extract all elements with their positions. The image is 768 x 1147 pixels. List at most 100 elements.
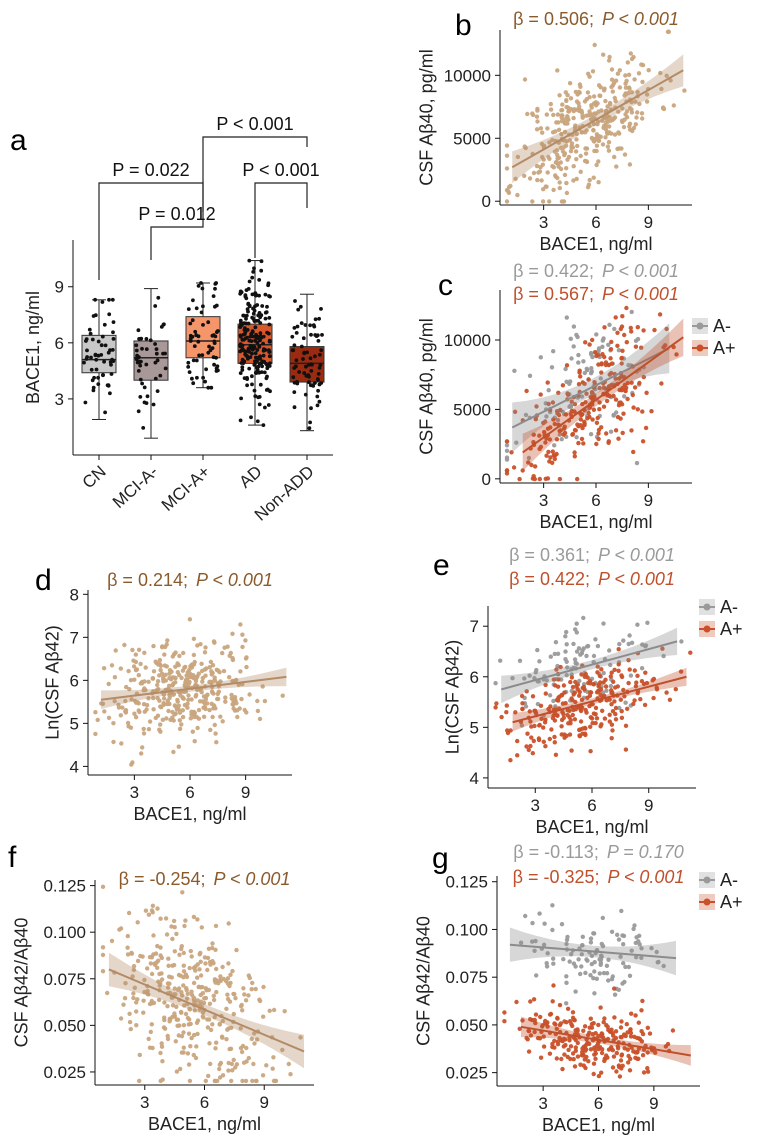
data-point <box>610 89 615 94</box>
data-point <box>93 731 98 737</box>
data-point <box>626 1060 631 1065</box>
data-point <box>286 1061 291 1067</box>
data-point <box>571 1017 577 1023</box>
data-point <box>517 658 523 663</box>
data-point <box>143 908 149 913</box>
data-point <box>564 941 569 947</box>
data-point <box>181 650 186 656</box>
data-point <box>551 713 556 718</box>
data-point <box>238 289 243 294</box>
data-point <box>523 145 528 151</box>
y-tick-label: 0.075 <box>43 970 86 989</box>
data-point <box>203 995 209 1001</box>
data-point <box>189 697 194 702</box>
legend-marker <box>696 344 704 352</box>
data-point <box>212 640 217 645</box>
data-point <box>616 348 622 353</box>
data-point <box>640 79 645 85</box>
data-point <box>578 1062 583 1067</box>
data-point <box>639 111 645 116</box>
data-point <box>249 1036 254 1042</box>
data-point <box>243 293 248 298</box>
data-point <box>163 672 168 677</box>
data-point <box>158 704 163 709</box>
data-point <box>133 715 139 720</box>
data-point <box>148 1029 153 1035</box>
data-point <box>590 337 595 343</box>
data-point <box>640 439 646 444</box>
data-point <box>603 684 609 689</box>
data-point <box>173 664 178 669</box>
data-point <box>632 77 637 82</box>
data-point <box>128 678 134 683</box>
data-point <box>688 650 693 655</box>
data-point <box>628 1034 634 1039</box>
data-point <box>640 409 645 414</box>
data-point <box>612 1015 617 1020</box>
data-point <box>257 370 261 375</box>
data-point <box>206 946 212 951</box>
data-point <box>135 360 140 365</box>
data-point <box>596 159 601 164</box>
data-point <box>310 362 314 367</box>
data-point <box>261 353 266 358</box>
data-point <box>610 690 615 695</box>
data-point <box>609 670 614 675</box>
data-point <box>198 959 203 964</box>
data-point <box>247 304 252 309</box>
data-point <box>262 370 267 375</box>
data-point <box>595 664 600 669</box>
data-point <box>612 699 617 704</box>
data-point <box>580 943 585 948</box>
data-point <box>571 115 576 121</box>
data-point <box>185 683 190 689</box>
data-point <box>209 701 214 706</box>
x-axis-label: BACE1, ng/ml <box>539 512 652 532</box>
data-point <box>213 286 217 291</box>
data-point <box>292 405 297 410</box>
data-point <box>579 697 585 702</box>
y-tick-label: 3 <box>55 390 64 409</box>
data-point <box>176 744 181 749</box>
beta-value: β = 0.422; <box>509 569 590 589</box>
data-point <box>578 417 583 422</box>
data-point <box>609 1046 614 1051</box>
data-point <box>136 328 141 333</box>
p-value-label: P < 0.001 <box>242 160 319 180</box>
data-point <box>292 343 297 348</box>
data-point <box>95 717 100 723</box>
data-point <box>186 1022 191 1027</box>
data-point <box>602 693 607 698</box>
data-point <box>252 388 257 393</box>
data-point <box>136 708 141 713</box>
data-point <box>176 972 182 978</box>
data-point <box>196 707 202 713</box>
data-point <box>625 396 630 402</box>
data-point <box>191 298 195 303</box>
data-point <box>527 373 533 378</box>
data-point <box>206 1073 211 1079</box>
data-point <box>623 85 629 90</box>
x-tick-label: 6 <box>185 783 194 802</box>
data-point <box>134 1000 139 1005</box>
data-point <box>192 659 197 665</box>
data-point <box>579 130 585 135</box>
data-point <box>632 385 638 390</box>
data-point <box>250 374 254 379</box>
data-point <box>530 751 535 756</box>
x-axis-label: BACE1, ng/ml <box>133 804 246 824</box>
data-point <box>601 52 606 57</box>
data-point <box>158 1050 163 1056</box>
data-point <box>131 964 137 969</box>
data-point <box>123 710 129 715</box>
data-point <box>254 293 259 298</box>
data-point <box>186 1062 192 1067</box>
data-point <box>582 1057 587 1062</box>
data-point <box>159 671 165 676</box>
data-point <box>100 300 105 304</box>
data-point <box>214 281 219 285</box>
data-point <box>267 316 272 320</box>
data-point <box>550 400 556 405</box>
data-point <box>541 157 546 162</box>
